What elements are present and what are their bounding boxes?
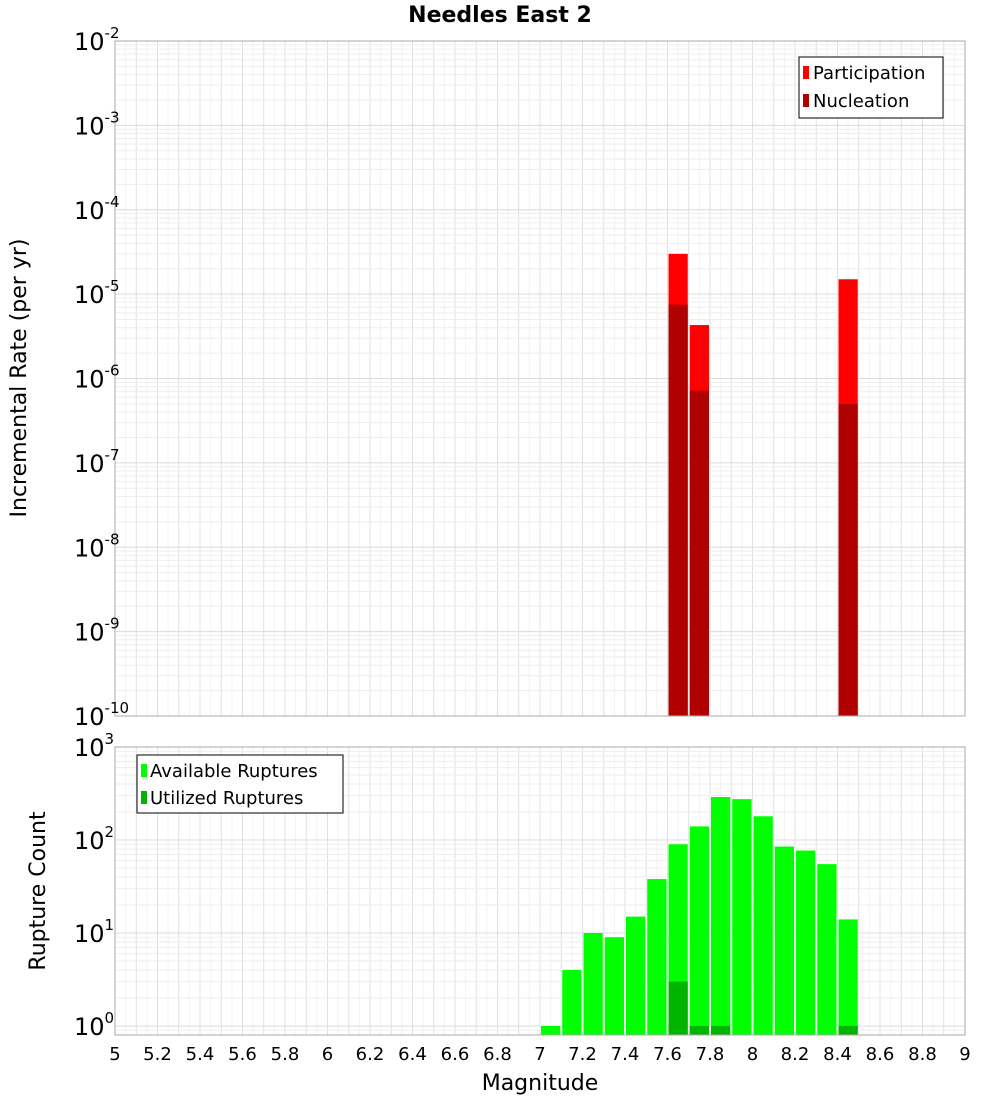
bottom-y-tick-label: 103 xyxy=(74,730,114,762)
x-tick-label: 6.6 xyxy=(441,1044,470,1065)
bottom-plot-bars xyxy=(541,796,858,1035)
x-tick-label: 7.4 xyxy=(611,1044,640,1065)
bottom-plot-frame xyxy=(114,746,966,1036)
top-y-axis-label: Incremental Rate (per yr) xyxy=(7,239,32,518)
top-y-tick-label: 10-9 xyxy=(74,615,120,647)
bottom-y-tick-labels: 103 102 101 100 xyxy=(74,730,114,1041)
bottom-y-tick-label: 101 xyxy=(74,916,114,948)
bottom-y-tick-label: 102 xyxy=(74,823,114,855)
top-y-tick-label: 10-6 xyxy=(74,362,120,394)
x-tick-label: 5.2 xyxy=(143,1044,172,1065)
bottom-y-tick-label: 100 xyxy=(74,1009,114,1041)
bar-available-ruptures xyxy=(626,916,646,1035)
x-tick-label: 8.8 xyxy=(908,1044,937,1065)
top-y-tick-labels: 10-2 10-3 10-4 10-5 10-6 10-7 10-8 10-9 10-10 xyxy=(74,24,129,731)
x-tick-label: 7 xyxy=(534,1044,545,1065)
bar-utilized-ruptures xyxy=(711,1025,731,1035)
bar-utilized-ruptures xyxy=(689,1025,709,1035)
bar-available-ruptures xyxy=(604,937,624,1035)
x-tick-label: 6 xyxy=(322,1044,333,1065)
bar-nucleation xyxy=(689,390,709,716)
x-tick-label: 8 xyxy=(747,1044,758,1065)
bar-available-ruptures xyxy=(647,879,667,1035)
bar-available-ruptures xyxy=(796,850,816,1035)
x-tick-labels: 5 5.2 5.4 5.6 5.8 6 6.2 6.4 6.6 6.8 7 7.2 7.4 7.6 7.8 8… xyxy=(109,1044,970,1065)
bar-nucleation xyxy=(838,403,858,716)
x-tick-label: 5.4 xyxy=(186,1044,215,1065)
x-tick-label: 5 xyxy=(109,1044,120,1065)
bar-available-ruptures xyxy=(689,826,709,1035)
legend-swatch-nucleation xyxy=(803,94,809,107)
legend-label-participation: Participation xyxy=(813,63,925,84)
top-y-tick-label: 10-3 xyxy=(74,108,120,140)
legend-label-utilized: Utilized Ruptures xyxy=(150,788,303,809)
x-tick-label: 6.8 xyxy=(483,1044,512,1065)
chart-title: Needles East 2 xyxy=(408,3,592,28)
legend-swatch-utilized xyxy=(141,791,147,804)
bar-utilized-ruptures xyxy=(838,1025,858,1035)
bar-available-ruptures xyxy=(838,919,858,1035)
x-tick-label: 8.6 xyxy=(866,1044,895,1065)
top-y-tick-label: 10-10 xyxy=(74,699,129,731)
bottom-y-axis-label: Rupture Count xyxy=(26,811,51,971)
x-axis-label: Magnitude xyxy=(482,1071,599,1096)
bar-available-ruptures xyxy=(732,799,752,1035)
bar-nucleation xyxy=(668,304,688,716)
top-y-tick-label: 10-5 xyxy=(74,277,120,309)
top-y-tick-label: 10-4 xyxy=(74,193,120,225)
bar-available-ruptures xyxy=(774,846,794,1035)
bar-available-ruptures xyxy=(711,796,731,1035)
x-tick-label: 8.4 xyxy=(823,1044,852,1065)
x-tick-label: 6.4 xyxy=(398,1044,427,1065)
top-legend: Participation Nucleation xyxy=(798,56,944,119)
bar-available-ruptures xyxy=(583,932,603,1035)
x-tick-label: 7.6 xyxy=(653,1044,682,1065)
legend-swatch-available xyxy=(141,764,147,777)
x-tick-label: 9 xyxy=(959,1044,970,1065)
bar-utilized-ruptures xyxy=(668,981,688,1035)
x-tick-label: 6.2 xyxy=(356,1044,385,1065)
x-tick-label: 7.8 xyxy=(696,1044,725,1065)
top-plot-frame xyxy=(114,40,966,717)
x-tick-label: 5.6 xyxy=(228,1044,257,1065)
bar-available-ruptures xyxy=(817,864,837,1035)
x-tick-label: 8.2 xyxy=(781,1044,810,1065)
bar-available-ruptures xyxy=(562,969,582,1035)
top-y-tick-label: 10-8 xyxy=(74,530,120,562)
x-tick-label: 5.8 xyxy=(271,1044,300,1065)
legend-swatch-participation xyxy=(803,66,809,79)
legend-label-nucleation: Nucleation xyxy=(813,91,909,112)
top-y-tick-label: 10-7 xyxy=(74,446,120,478)
x-tick-label: 7.2 xyxy=(568,1044,597,1065)
bar-available-ruptures xyxy=(753,816,773,1035)
bottom-legend: Available Ruptures Utilized Ruptures xyxy=(136,754,344,814)
top-plot-grid xyxy=(114,41,966,717)
top-y-tick-label: 10-2 xyxy=(74,24,120,56)
legend-label-available: Available Ruptures xyxy=(150,761,318,782)
bar-available-ruptures xyxy=(541,1025,561,1035)
top-plot-bars xyxy=(668,253,858,716)
